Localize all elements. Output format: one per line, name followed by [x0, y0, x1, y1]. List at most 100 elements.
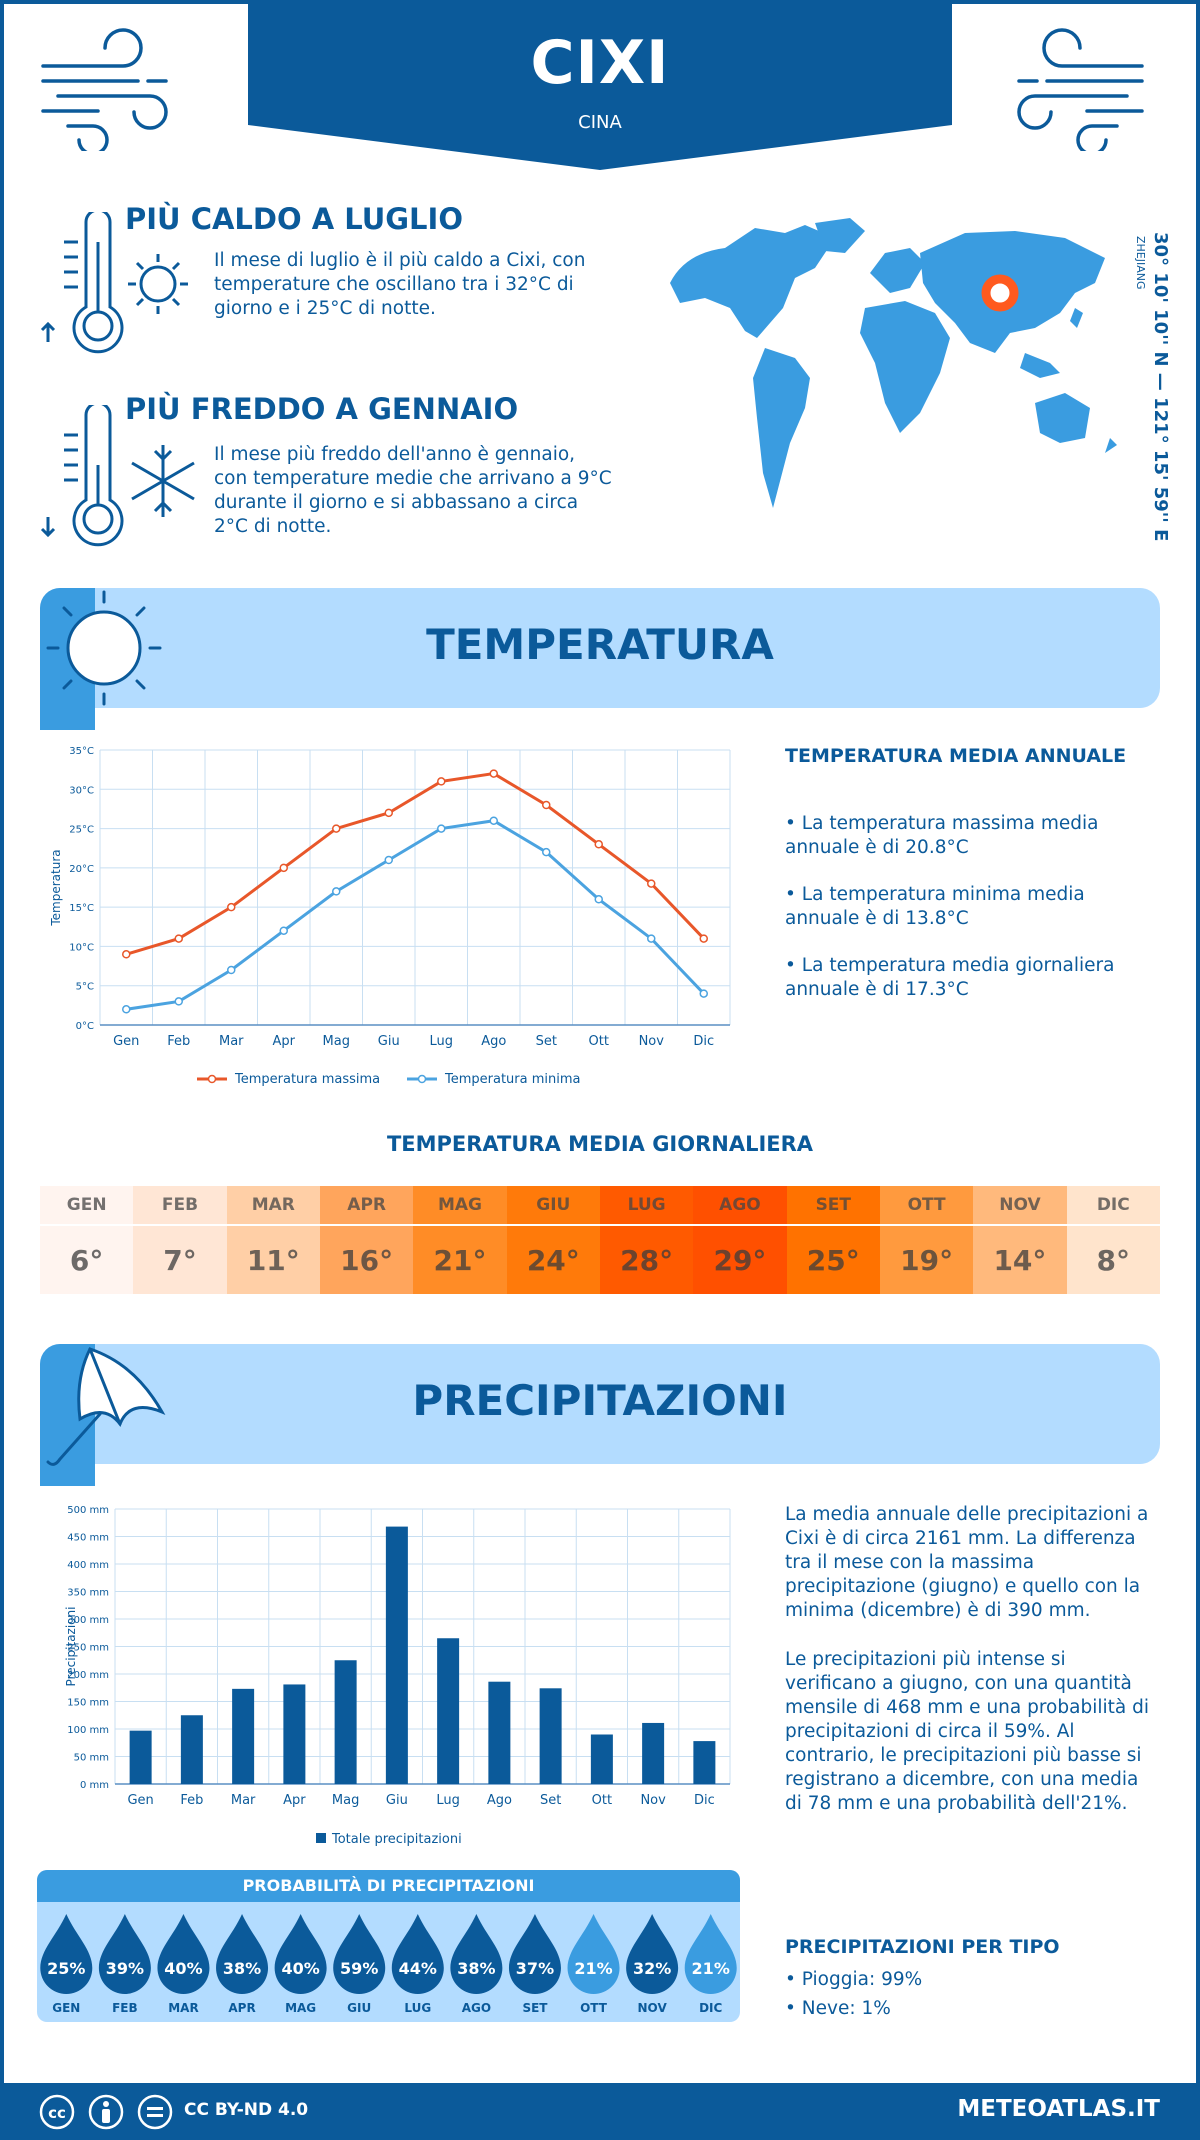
drop-value: 40%: [281, 1959, 319, 1978]
y-tick-label: 0 mm: [80, 1780, 109, 1791]
drop-icon: [508, 1914, 561, 1995]
y-tick-label: 100 mm: [67, 1725, 109, 1736]
wind-icon-right: [1017, 28, 1144, 151]
daily-temp-cell: DIC 8°: [1066, 1186, 1160, 1294]
x-tick-label: Mar: [219, 1034, 244, 1049]
site-name[interactable]: METEOATLAS.IT: [957, 2096, 1160, 2122]
y-tick-label: 10°C: [69, 942, 94, 953]
x-tick-label: Lug: [436, 1793, 460, 1808]
daily-temp-value: 7°: [133, 1224, 227, 1294]
daily-temp-cell: MAR 11°: [226, 1186, 320, 1294]
annual-max-temp: • La temperatura massima media annuale è…: [785, 813, 1099, 858]
daily-temp-month: OTT: [907, 1195, 946, 1215]
region-name: ZHEJIANG: [1134, 236, 1147, 290]
x-tick-label: Feb: [180, 1793, 203, 1808]
drop-icon: [626, 1914, 679, 1994]
drop-value: 21%: [574, 1959, 612, 1978]
legend-swatch: [316, 1833, 326, 1843]
drop-value: 44%: [399, 1959, 437, 1978]
drop-value: 59%: [340, 1959, 378, 1978]
daily-temp-cell: GIU 24°: [506, 1186, 600, 1294]
y-tick-label: 50 mm: [74, 1753, 109, 1764]
precip-probability-title: PROBABILITÀ DI PRECIPITAZIONI: [37, 1870, 740, 1902]
annual-min-temp: • La temperatura minima media annuale è …: [785, 884, 1085, 929]
daily-temp-value: 6°: [40, 1224, 134, 1294]
daily-temp-cell: MAG 21°: [413, 1186, 507, 1294]
drop-icon: [157, 1914, 210, 1995]
data-point: [647, 879, 656, 888]
umbrella-icon: [40, 1344, 166, 1486]
daily-temp-cell: OTT 19°: [879, 1186, 974, 1294]
y-tick-label: 25°C: [69, 825, 94, 836]
x-tick-label: Dic: [694, 1793, 715, 1808]
daily-temp-month: AGO: [719, 1195, 761, 1215]
temperature-banner: [40, 588, 1160, 708]
y-tick-label: 15°C: [69, 903, 94, 914]
data-point: [384, 855, 393, 865]
x-tick-label: Mag: [332, 1793, 359, 1808]
bar: [180, 1715, 203, 1784]
bar: [590, 1734, 613, 1784]
bar: [437, 1638, 460, 1784]
drop-value: 25%: [47, 1959, 85, 1978]
drop-value: 40%: [164, 1959, 202, 1978]
daily-temp-value: 21°: [413, 1224, 507, 1294]
drop-month: DIC: [699, 2001, 722, 2015]
drop-value: 21%: [692, 1959, 730, 1978]
drop-icon: [216, 1914, 269, 1995]
x-tick-label: Lug: [429, 1034, 453, 1049]
data-point: [174, 997, 183, 1006]
precip-type-snow: • Neve: 1%: [785, 1998, 891, 2019]
x-tick-label: Nov: [639, 1034, 665, 1049]
daily-temp-cell: GEN 6°: [40, 1186, 134, 1294]
annual-temp-title: TEMPERATURA MEDIA ANNUALE: [785, 745, 1127, 767]
daily-temp-month: GEN: [66, 1195, 107, 1215]
x-tick-label: Ago: [487, 1793, 512, 1808]
bar: [693, 1741, 716, 1784]
coordinates: 30° 10' 10'' N — 121° 15' 59'' E: [1150, 232, 1171, 542]
data-point: [437, 824, 446, 833]
x-tick-label: Set: [540, 1793, 561, 1808]
drop-month: MAR: [168, 2001, 198, 2015]
wind-icon-left: [41, 28, 168, 151]
x-tick-label: Apr: [273, 1034, 296, 1049]
daily-temp-cell: LUG 28°: [599, 1186, 694, 1294]
y-tick-label: 500 mm: [67, 1505, 109, 1516]
precip-summary: La media annuale delle precipitazioni a …: [785, 1504, 1149, 1621]
data-point: [332, 887, 341, 896]
x-tick-label: Feb: [167, 1034, 190, 1049]
daily-temp-month: MAR: [251, 1195, 295, 1215]
drop-month: GEN: [52, 2001, 80, 2015]
drop-month: OTT: [580, 2001, 608, 2015]
drop-value: 38%: [457, 1959, 495, 1978]
drop-icon: [450, 1914, 503, 1995]
bar: [385, 1526, 408, 1784]
daily-temp-month: APR: [347, 1195, 386, 1215]
drop-icon: [40, 1914, 93, 1994]
daily-temp-month: FEB: [161, 1195, 199, 1215]
x-tick-label: Ott: [592, 1793, 612, 1808]
bar: [488, 1681, 511, 1784]
x-tick-label: Nov: [640, 1793, 666, 1808]
daily-temp-value: 16°: [319, 1224, 414, 1294]
x-tick-label: Dic: [693, 1034, 714, 1049]
annual-avg-temp: • La temperatura media giornaliera annua…: [785, 955, 1115, 1000]
drop-month: APR: [228, 2001, 255, 2015]
daily-temp-cell: AGO 29°: [693, 1186, 787, 1294]
daily-temp-month: NOV: [999, 1195, 1041, 1215]
coldest-month-text: Il mese più freddo dell'anno è gennaio, …: [214, 444, 612, 537]
data-point: [542, 847, 551, 857]
daily-temp-cell: FEB 7°: [133, 1186, 227, 1294]
drop-icon: [684, 1914, 737, 1994]
temperature-chart: 0°C 5°C 10°C 15°C 20°C 25°C 30°C 35°C Gen Feb Mar A…: [49, 746, 731, 1087]
daily-temp-month: DIC: [1096, 1195, 1130, 1215]
daily-temp-month: SET: [815, 1195, 852, 1215]
legend-marker: [207, 1074, 217, 1084]
data-point: [227, 902, 236, 912]
y-tick-label: 400 mm: [67, 1560, 109, 1571]
daily-temp-value: 19°: [879, 1224, 974, 1294]
data-point: [699, 934, 708, 943]
x-tick-label: Set: [536, 1034, 557, 1049]
daily-temp-cell: NOV 14°: [973, 1186, 1067, 1294]
precip-type-rain: • Pioggia: 99%: [785, 1969, 923, 1990]
